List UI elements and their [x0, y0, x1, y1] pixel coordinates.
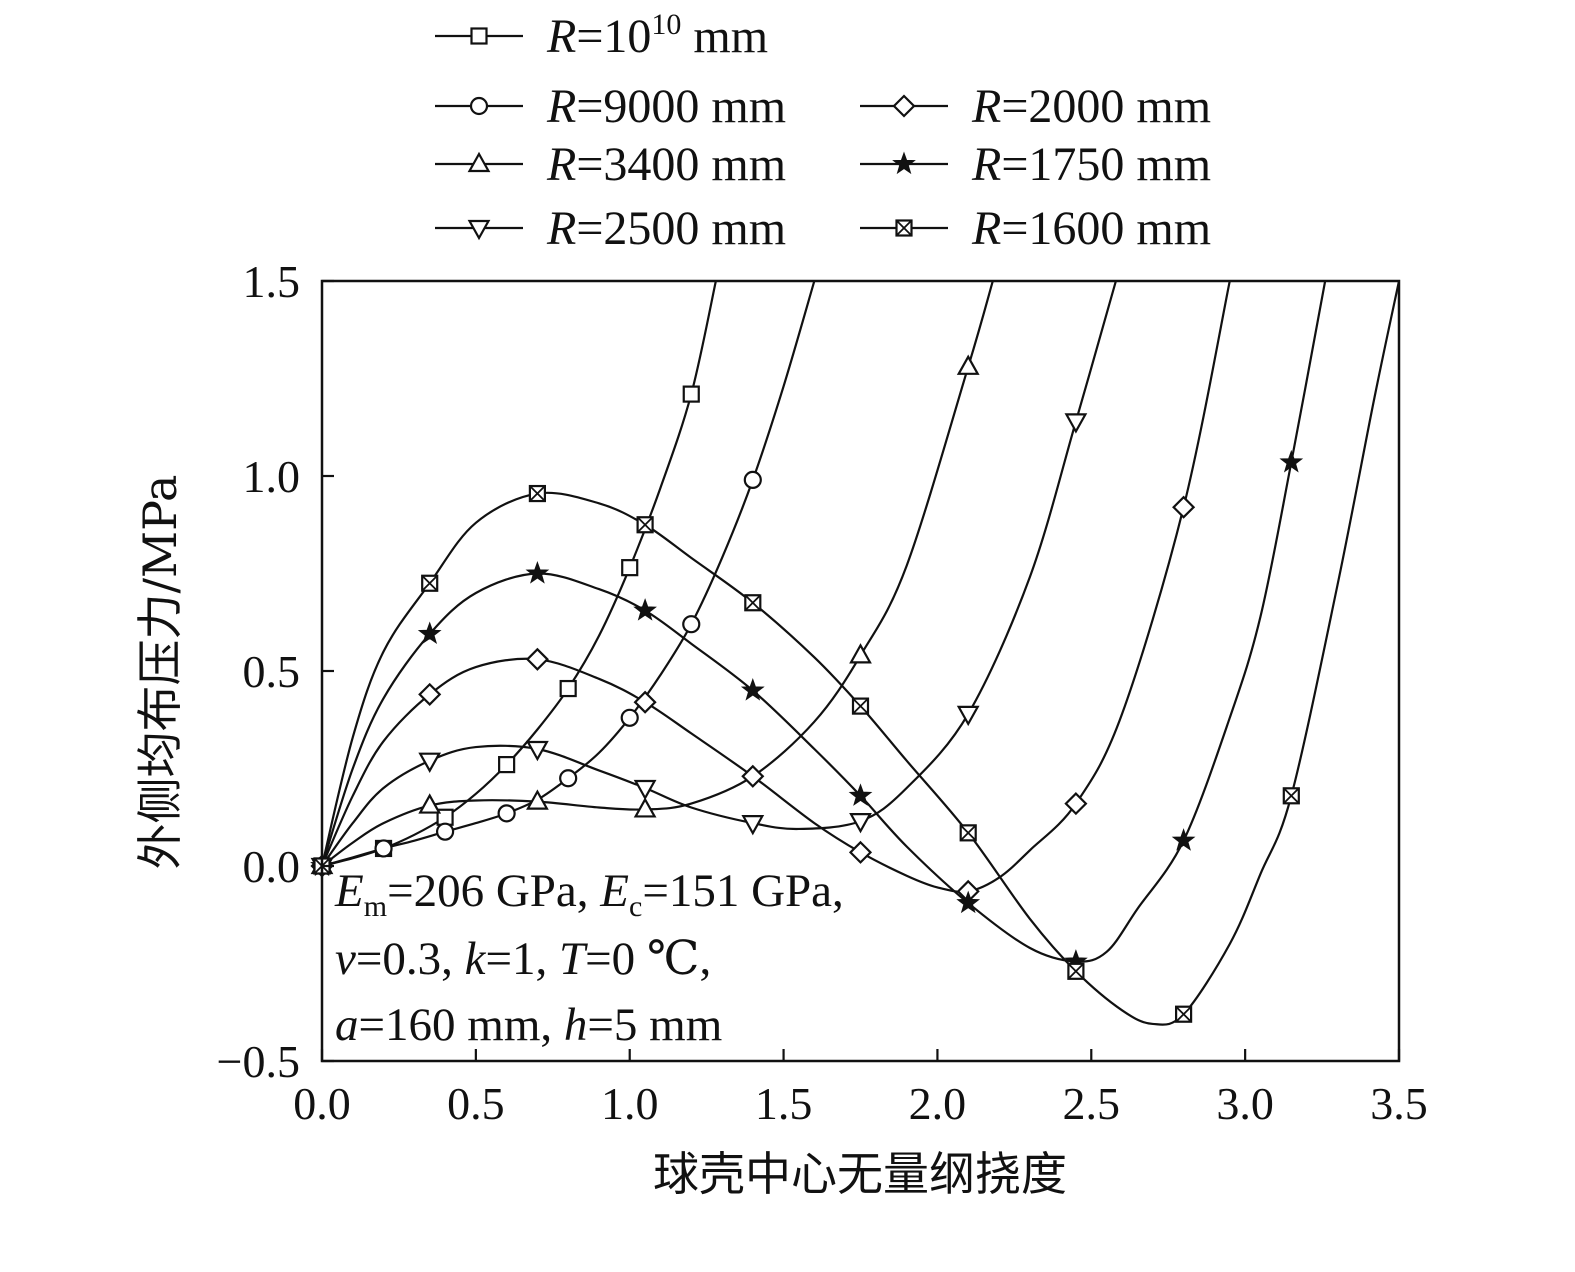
legend-entry-7: R=1600 mm [860, 202, 1211, 255]
series-curves [322, 281, 1399, 1026]
x-tick-label: 3.5 [1370, 1078, 1428, 1129]
series-6-marker-5 [848, 783, 873, 806]
series-2-marker-7 [743, 470, 762, 489]
legend-label: R=2000 mm [971, 80, 1211, 133]
series-7-marker-7 [1067, 962, 1085, 980]
legend-label: R=2500 mm [546, 202, 786, 255]
series-4-marker-5 [849, 813, 872, 834]
legend-entry-6: R=1750 mm [860, 138, 1211, 191]
series-line-4 [322, 281, 1117, 867]
legend-entry-1: R=1010 mm [435, 8, 768, 63]
series-7-marker-8 [1174, 1005, 1193, 1023]
series-2-marker-2 [435, 822, 455, 841]
series-5-marker-1 [418, 682, 442, 706]
series-3-marker-4 [849, 643, 872, 664]
y-tick-label: 1.0 [243, 451, 301, 502]
series-2-marker-4 [559, 769, 578, 788]
parameter-annotation: Em=206 GPa, Ec=151 GPa, ν=0.3, k=1, T=0 … [334, 865, 844, 1051]
series-3-marker-1 [418, 793, 442, 814]
y-tick-label: 0.5 [243, 646, 301, 697]
x-tick-label: 3.0 [1216, 1078, 1274, 1129]
legend-label: R=9000 mm [546, 80, 786, 133]
series-4-marker-7 [1064, 413, 1088, 434]
series-7-marker-2 [528, 484, 547, 503]
series-5-marker-7 [1064, 792, 1088, 816]
series-7-marker-3 [636, 516, 654, 534]
legend-entry-4: R=2500 mm [435, 202, 786, 255]
series-5-marker-3 [633, 690, 657, 714]
series-line-3 [322, 281, 994, 867]
series-5-marker-5 [848, 840, 873, 864]
annotation-line-3: a=160 mm, h=5 mm [335, 999, 722, 1051]
y-tick-label: −0.5 [217, 1036, 300, 1087]
legend: R=1010 mm R=9000 mmR=3400 mm R=2500 mm R=20… [435, 8, 1211, 255]
x-tick-label: 0.5 [447, 1078, 505, 1129]
legend-label: R=1600 mm [971, 202, 1211, 255]
series-5-marker-2 [525, 647, 549, 671]
series-7-marker-5 [851, 697, 870, 715]
series-5-marker-4 [741, 764, 765, 788]
series-1-marker-6 [682, 385, 700, 403]
series-2-marker-5 [620, 708, 639, 727]
series-3-marker-5 [956, 354, 980, 375]
legend-marker [469, 96, 489, 116]
legend-marker [892, 94, 916, 118]
x-tick-label: 2.5 [1063, 1078, 1121, 1129]
series-6-marker-8 [1171, 828, 1196, 851]
series-4-marker-6 [956, 705, 980, 727]
series-6-marker-9 [1279, 449, 1304, 473]
series-line-5 [322, 281, 1231, 893]
series-6-marker-2 [525, 561, 550, 584]
x-tick-label: 0.0 [293, 1078, 351, 1129]
x-tick-label: 1.5 [755, 1078, 813, 1129]
series-line-2 [322, 281, 816, 868]
series-4-marker-1 [418, 752, 442, 773]
legend-marker [892, 151, 916, 175]
series-3-marker-2 [526, 789, 549, 810]
series-2-marker-3 [497, 804, 516, 823]
series-6-marker-1 [417, 621, 442, 645]
annotation-line-1: Em=206 GPa, Ec=151 GPa, [334, 865, 844, 923]
axis-ticks: 0.0 0.5 1.0 1.5 2.0 2.5 3.0 3.5−0.50.00.51.01.5 [217, 256, 1428, 1129]
series-1-marker-5 [621, 559, 639, 577]
x-tick-label: 1.0 [601, 1078, 659, 1129]
legend-label: R=1750 mm [971, 138, 1211, 191]
y-tick-label: 0.0 [243, 841, 301, 892]
y-axis-label: 外侧均布压力/MPa [133, 475, 187, 870]
legend-entry-3: R=3400 mm [435, 138, 786, 191]
series-7-marker-4 [744, 594, 762, 612]
legend-marker [470, 27, 488, 45]
series-4-marker-2 [526, 740, 549, 762]
legend-label: R=3400 mm [546, 138, 786, 191]
series-line-6 [322, 281, 1327, 963]
legend-marker [895, 219, 913, 237]
series-2-marker-6 [682, 615, 701, 634]
legend-entry-2: R=9000 mm [435, 80, 786, 133]
series-2-marker-1 [374, 839, 393, 858]
legend-marker [467, 219, 491, 241]
legend-label: R=1010 mm [546, 8, 768, 63]
annotation-line-2: ν=0.3, k=1, T=0 ℃, [335, 933, 711, 985]
legend-marker [467, 151, 491, 173]
series-7-marker-6 [959, 824, 977, 842]
series-7-marker-9 [1282, 787, 1300, 805]
x-tick-label: 2.0 [909, 1078, 967, 1129]
x-axis-label: 球壳中心无量纲挠度 [653, 1147, 1067, 1201]
series-6-marker-4 [740, 678, 765, 701]
series-4-marker-4 [741, 814, 765, 836]
series-5-marker-8 [1172, 495, 1196, 519]
series-7-marker-1 [421, 574, 439, 592]
series-markers [310, 354, 1304, 1023]
y-tick-label: 1.5 [243, 256, 301, 307]
series-6-marker-3 [633, 598, 657, 621]
series-6-marker-6 [956, 890, 981, 914]
series-1-marker-4 [559, 679, 577, 698]
series-1-marker-3 [498, 755, 516, 774]
series-line-1 [322, 281, 717, 868]
series-3-marker-3 [633, 797, 657, 818]
series-4-marker-3 [633, 779, 657, 801]
legend-entry-5: R=2000 mm [860, 80, 1211, 133]
